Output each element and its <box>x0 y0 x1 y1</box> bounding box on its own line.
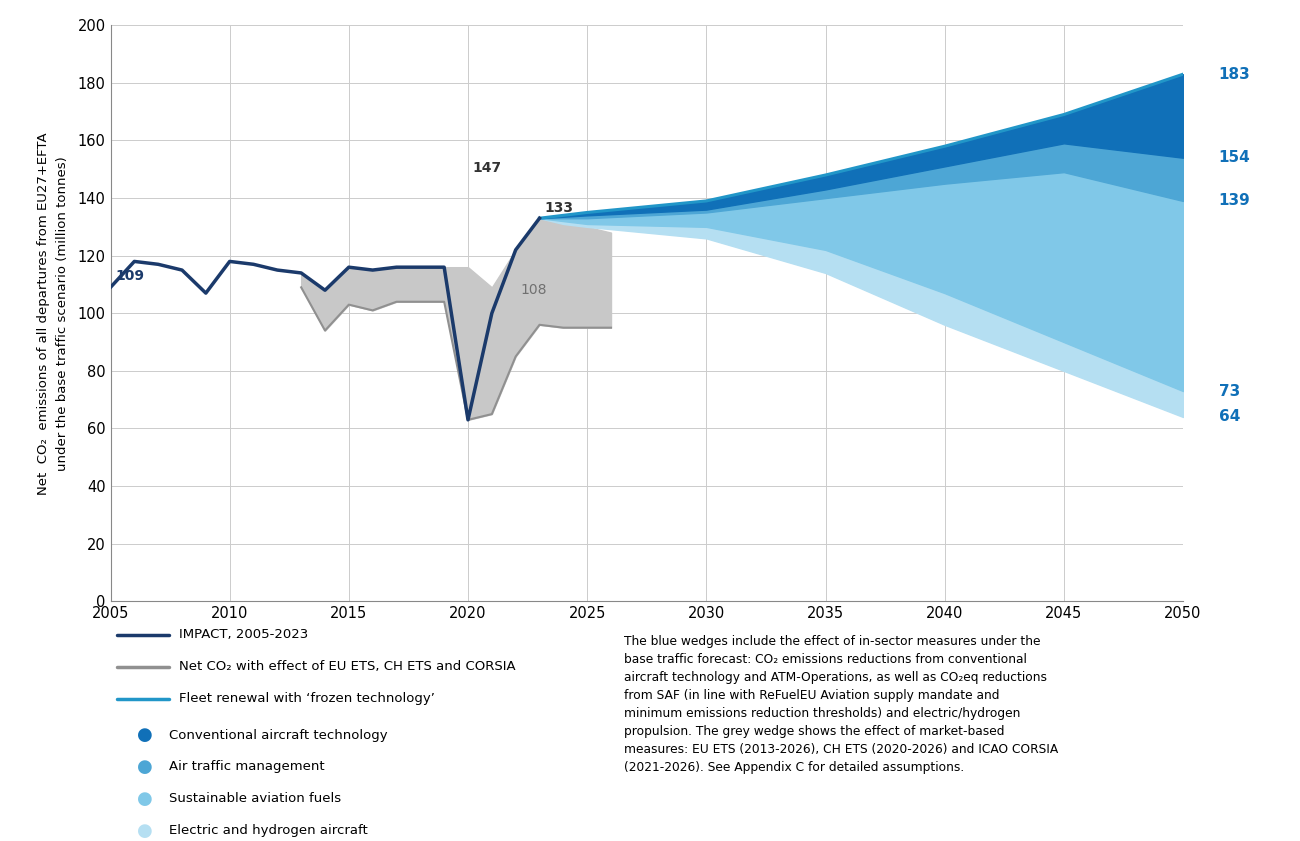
Text: 108: 108 <box>520 283 547 297</box>
Text: 64: 64 <box>1219 410 1240 425</box>
Text: ●: ● <box>136 758 152 776</box>
Text: Net CO₂ with effect of EU ETS, CH ETS and CORSIA: Net CO₂ with effect of EU ETS, CH ETS an… <box>179 660 516 674</box>
Text: Conventional aircraft technology: Conventional aircraft technology <box>169 728 387 742</box>
Text: 73: 73 <box>1219 383 1240 399</box>
Text: Electric and hydrogen aircraft: Electric and hydrogen aircraft <box>169 824 368 838</box>
Text: 139: 139 <box>1219 193 1251 209</box>
Text: 154: 154 <box>1219 151 1251 165</box>
Text: Air traffic management: Air traffic management <box>169 760 325 774</box>
Text: IMPACT, 2005-2023: IMPACT, 2005-2023 <box>179 628 308 642</box>
Text: 133: 133 <box>545 201 573 215</box>
Text: 109: 109 <box>116 269 144 283</box>
Y-axis label: Net  CO₂  emissions of all departures from EU27+EFTA
under the base traffic scen: Net CO₂ emissions of all departures from… <box>38 132 69 495</box>
Text: Sustainable aviation fuels: Sustainable aviation fuels <box>169 792 341 806</box>
Text: ●: ● <box>136 726 152 744</box>
Text: ●: ● <box>136 790 152 808</box>
Text: The blue wedges include the effect of in-sector measures under the
base traffic : The blue wedges include the effect of in… <box>624 635 1058 774</box>
Text: Fleet renewal with ‘frozen technology’: Fleet renewal with ‘frozen technology’ <box>179 692 436 706</box>
Text: 183: 183 <box>1219 66 1251 82</box>
Text: ●: ● <box>136 822 152 840</box>
Text: 147: 147 <box>473 161 502 175</box>
